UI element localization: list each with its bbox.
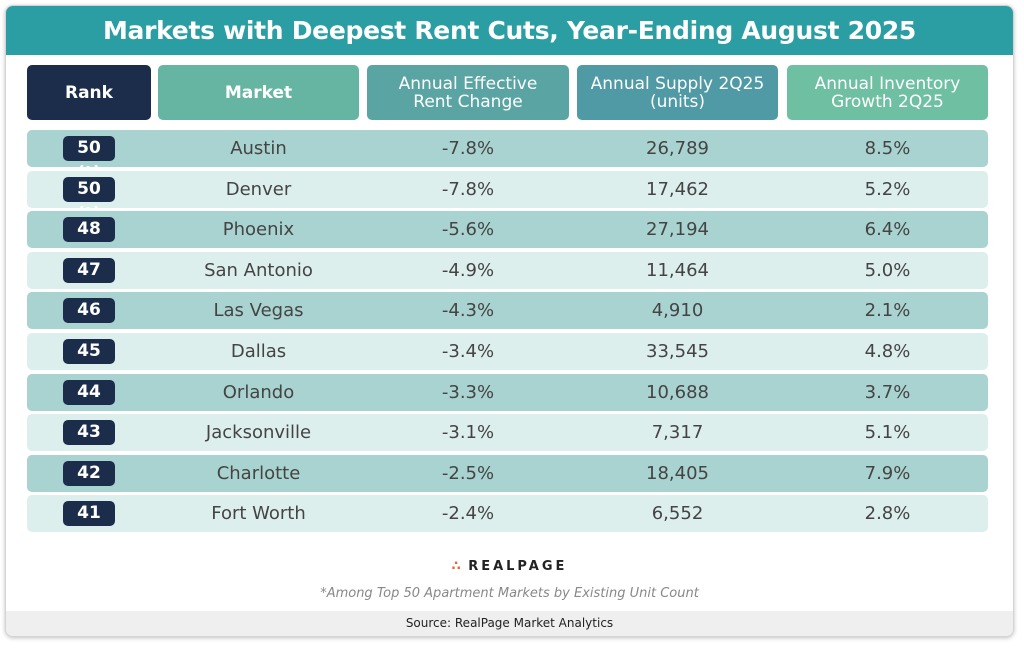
table-row: 50 (t) Austin -7.8% 26,789 8.5% xyxy=(27,130,988,183)
cell-supply: 7,317 xyxy=(651,422,704,444)
cell-inventory-growth: 5.0% xyxy=(864,259,911,281)
cell-inventory-growth: 7.9% xyxy=(864,462,911,484)
cell-market: Orlando xyxy=(222,381,295,403)
table-row: 46 Las Vegas -4.3% 4,910 2.1% xyxy=(27,292,988,330)
cell-inventory-growth: 5.2% xyxy=(864,178,911,200)
source-bar: Source: RealPage Market Analytics xyxy=(6,611,1013,636)
table-row: 48 Phoenix -5.6% 27,194 6.4% xyxy=(27,211,988,249)
footnote: *Among Top 50 Apartment Markets by Exist… xyxy=(320,586,699,601)
cell-supply: 33,545 xyxy=(646,341,709,362)
header-market: Market xyxy=(158,65,359,120)
cell-supply: 26,789 xyxy=(646,138,709,159)
cell-rent-change: -3.3% xyxy=(441,381,495,403)
cell-rent-change: -3.1% xyxy=(441,422,495,444)
rank-badge: 50 (t) xyxy=(63,176,115,224)
cell-inventory-growth: 3.7% xyxy=(864,381,911,403)
rank-badge: 43 xyxy=(63,420,115,446)
header-rent-change: Annual Effective Rent Change xyxy=(367,65,569,120)
cell-market: Fort Worth xyxy=(211,503,306,525)
cell-market: Phoenix xyxy=(222,219,295,241)
infographic-card: Markets with Deepest Rent Cuts, Year-End… xyxy=(5,5,1014,637)
logo-text: REALPAGE xyxy=(468,559,568,574)
realpage-logo: ∴ REALPAGE xyxy=(6,559,1013,574)
cell-supply: 6,552 xyxy=(651,503,704,525)
rank-badge: 42 xyxy=(63,460,115,486)
cell-supply: 4,910 xyxy=(651,300,704,322)
table-row: 42 Charlotte -2.5% 18,405 7.9% xyxy=(27,454,988,492)
cell-supply: 17,462 xyxy=(646,178,709,200)
rank-badge: 41 xyxy=(63,501,115,527)
cell-market: Las Vegas xyxy=(213,300,304,322)
rank-badge: 44 xyxy=(63,379,115,405)
cell-rent-change: -5.6% xyxy=(441,219,495,241)
table-row: 43 Jacksonville -3.1% 7,317 5.1% xyxy=(27,414,988,452)
cell-market: Dallas xyxy=(230,341,287,362)
cell-inventory-growth: 2.1% xyxy=(864,300,911,322)
cell-inventory-growth: 5.1% xyxy=(864,422,911,444)
rank-badge: 50 (t) xyxy=(63,136,115,183)
cell-rent-change: -7.8% xyxy=(441,178,495,200)
cell-inventory-growth: 6.4% xyxy=(864,219,911,241)
cell-market: Austin xyxy=(230,138,287,159)
cell-inventory-growth: 8.5% xyxy=(864,138,911,159)
chart-title: Markets with Deepest Rent Cuts, Year-End… xyxy=(6,6,1013,55)
header-supply: Annual Supply 2Q25 (units) xyxy=(577,65,778,120)
cell-rent-change: -2.5% xyxy=(441,462,495,484)
table-row: 44 Orlando -3.3% 10,688 3.7% xyxy=(27,373,988,411)
table-row: 41 Fort Worth -2.4% 6,552 2.8% xyxy=(27,495,988,533)
table-row: 50 (t) Denver -7.8% 17,462 5.2% xyxy=(27,170,988,224)
cell-supply: 27,194 xyxy=(646,219,709,241)
cell-rent-change: -4.9% xyxy=(441,259,495,281)
cell-rent-change: -3.4% xyxy=(441,341,495,362)
rank-badge: 48 xyxy=(63,217,115,243)
header-inventory-growth: Annual Inventory Growth 2Q25 xyxy=(787,65,988,120)
table-row: 45 Dallas -3.4% 33,545 4.8% xyxy=(27,333,988,370)
cell-market: Charlotte xyxy=(216,462,301,484)
cell-market: Jacksonville xyxy=(205,422,312,444)
cell-market: Denver xyxy=(225,178,292,200)
cell-rent-change: -7.8% xyxy=(441,138,495,159)
header-rank: Rank xyxy=(27,65,151,120)
table-row: 47 San Antonio -4.9% 11,464 5.0% xyxy=(27,251,988,289)
cell-supply: 18,405 xyxy=(646,462,709,484)
cell-rent-change: -2.4% xyxy=(441,503,495,525)
rank-badge: 45 xyxy=(63,339,115,364)
cell-supply: 11,464 xyxy=(646,259,709,281)
cell-inventory-growth: 4.8% xyxy=(864,341,911,362)
rank-badge: 47 xyxy=(63,257,115,283)
rank-badge: 46 xyxy=(63,298,115,324)
cell-supply: 10,688 xyxy=(646,381,709,403)
logo-dots-icon: ∴ xyxy=(451,559,461,574)
cell-inventory-growth: 2.8% xyxy=(864,503,911,525)
cell-rent-change: -4.3% xyxy=(441,300,495,322)
cell-market: San Antonio xyxy=(204,259,313,281)
